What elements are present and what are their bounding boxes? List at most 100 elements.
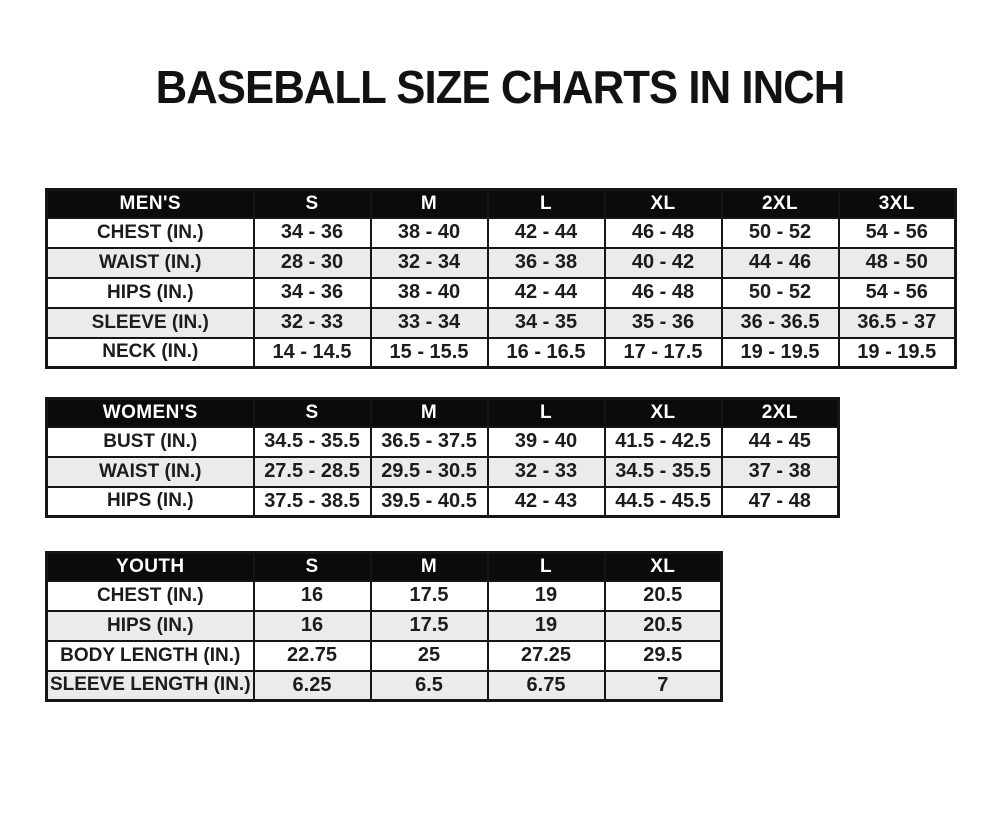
size-value-cell: 29.5 <box>603 639 723 672</box>
measurement-label-cell: SLEEVE LENGTH (IN.) <box>45 669 255 702</box>
size-value-cell: 14 - 14.5 <box>252 336 372 369</box>
size-value-cell: 19 <box>486 579 606 612</box>
size-value-cell: 48 - 50 <box>837 246 957 279</box>
size-value-cell: 34 - 35 <box>486 306 606 339</box>
size-value-cell: 54 - 56 <box>837 276 957 309</box>
size-value-cell: 39.5 - 40.5 <box>369 485 489 518</box>
size-column-header: S <box>252 397 372 428</box>
size-value-cell: 17.5 <box>369 579 489 612</box>
table-title-cell: YOUTH <box>45 551 255 582</box>
header-row: MEN'S S M L XL 2XL 3XL <box>45 188 957 219</box>
table-row: WAIST (IN.) 27.5 - 28.5 29.5 - 30.5 32 - 33… <box>45 455 840 488</box>
table-row: HIPS (IN.) 34 - 36 38 - 40 42 - 44 46 - 48 50… <box>45 276 957 309</box>
size-value-cell: 34.5 - 35.5 <box>252 425 372 458</box>
measurement-label-cell: BODY LENGTH (IN.) <box>45 639 255 672</box>
size-value-cell: 42 - 44 <box>486 276 606 309</box>
size-column-header: M <box>369 551 489 582</box>
size-value-cell: 50 - 52 <box>720 276 840 309</box>
size-value-cell: 46 - 48 <box>603 216 723 249</box>
header-row: WOMEN'S S M L XL 2XL <box>45 397 840 428</box>
womens-size-table: WOMEN'S S M L XL 2XL BUST (IN.) 34.5 - 35.5 36.5… <box>45 397 840 518</box>
page-title: BASEBALL SIZE CHARTS IN INCH <box>155 61 846 113</box>
measurement-label-cell: HIPS (IN.) <box>45 485 255 518</box>
size-value-cell: 44 - 45 <box>720 425 840 458</box>
size-value-cell: 38 - 40 <box>369 276 489 309</box>
size-column-header: L <box>486 188 606 219</box>
size-value-cell: 41.5 - 42.5 <box>603 425 723 458</box>
size-value-cell: 37.5 - 38.5 <box>252 485 372 518</box>
size-value-cell: 38 - 40 <box>369 216 489 249</box>
measurement-label-cell: BUST (IN.) <box>45 425 255 458</box>
size-value-cell: 32 - 33 <box>252 306 372 339</box>
measurement-label-cell: CHEST (IN.) <box>45 579 255 612</box>
size-column-header: S <box>252 188 372 219</box>
measurement-label-cell: WAIST (IN.) <box>45 246 255 279</box>
size-value-cell: 16 - 16.5 <box>486 336 606 369</box>
measurement-label-cell: WAIST (IN.) <box>45 455 255 488</box>
size-value-cell: 28 - 30 <box>252 246 372 279</box>
size-value-cell: 34.5 - 35.5 <box>603 455 723 488</box>
size-value-cell: 35 - 36 <box>603 306 723 339</box>
size-value-cell: 22.75 <box>252 639 372 672</box>
size-column-header: 2XL <box>720 188 840 219</box>
size-value-cell: 50 - 52 <box>720 216 840 249</box>
size-value-cell: 20.5 <box>603 579 723 612</box>
size-value-cell: 54 - 56 <box>837 216 957 249</box>
size-column-header: M <box>369 188 489 219</box>
table-row: SLEEVE LENGTH (IN.) 6.25 6.5 6.75 7 <box>45 669 723 702</box>
size-value-cell: 16 <box>252 609 372 642</box>
size-value-cell: 19 - 19.5 <box>837 336 957 369</box>
size-value-cell: 40 - 42 <box>603 246 723 279</box>
size-value-cell: 17.5 <box>369 609 489 642</box>
table-title-cell: MEN'S <box>45 188 255 219</box>
table-row: HIPS (IN.) 37.5 - 38.5 39.5 - 40.5 42 - 43 4… <box>45 485 840 518</box>
size-value-cell: 16 <box>252 579 372 612</box>
table-row: CHEST (IN.) 34 - 36 38 - 40 42 - 44 46 - 48 5… <box>45 216 957 249</box>
size-value-cell: 39 - 40 <box>486 425 606 458</box>
size-chart-page: BASEBALL SIZE CHARTS IN INCH MEN'S S M L XL 2… <box>0 62 1000 702</box>
size-value-cell: 37 - 38 <box>720 455 840 488</box>
measurement-label-cell: HIPS (IN.) <box>45 276 255 309</box>
size-column-header: 2XL <box>720 397 840 428</box>
size-column-header: XL <box>603 551 723 582</box>
size-value-cell: 42 - 44 <box>486 216 606 249</box>
size-column-header: L <box>486 551 606 582</box>
size-value-cell: 44 - 46 <box>720 246 840 279</box>
size-value-cell: 29.5 - 30.5 <box>369 455 489 488</box>
size-column-header: L <box>486 397 606 428</box>
table-row: CHEST (IN.) 16 17.5 19 20.5 <box>45 579 723 612</box>
size-value-cell: 44.5 - 45.5 <box>603 485 723 518</box>
size-tables-container: MEN'S S M L XL 2XL 3XL CHEST (IN.) 34 - 36 38 - 4… <box>45 188 1000 702</box>
table-row: BODY LENGTH (IN.) 22.75 25 27.25 29.5 <box>45 639 723 672</box>
measurement-label-cell: CHEST (IN.) <box>45 216 255 249</box>
size-value-cell: 42 - 43 <box>486 485 606 518</box>
table-title-cell: WOMEN'S <box>45 397 255 428</box>
size-column-header: XL <box>603 188 723 219</box>
size-value-cell: 36.5 - 37.5 <box>369 425 489 458</box>
size-column-header: XL <box>603 397 723 428</box>
size-value-cell: 6.25 <box>252 669 372 702</box>
measurement-label-cell: SLEEVE (IN.) <box>45 306 255 339</box>
measurement-label-cell: NECK (IN.) <box>45 336 255 369</box>
size-value-cell: 27.5 - 28.5 <box>252 455 372 488</box>
size-column-header: M <box>369 397 489 428</box>
size-value-cell: 6.5 <box>369 669 489 702</box>
size-column-header: 3XL <box>837 188 957 219</box>
size-value-cell: 25 <box>369 639 489 672</box>
size-value-cell: 36 - 36.5 <box>720 306 840 339</box>
size-value-cell: 47 - 48 <box>720 485 840 518</box>
size-value-cell: 7 <box>603 669 723 702</box>
youth-size-table: YOUTH S M L XL CHEST (IN.) 16 17.5 19 20.5 HIPS (I… <box>45 551 723 702</box>
size-value-cell: 36 - 38 <box>486 246 606 279</box>
size-value-cell: 33 - 34 <box>369 306 489 339</box>
size-value-cell: 32 - 33 <box>486 455 606 488</box>
measurement-label-cell: HIPS (IN.) <box>45 609 255 642</box>
size-value-cell: 34 - 36 <box>252 216 372 249</box>
table-row: SLEEVE (IN.) 32 - 33 33 - 34 34 - 35 35 - 36… <box>45 306 957 339</box>
table-row: BUST (IN.) 34.5 - 35.5 36.5 - 37.5 39 - 40 4… <box>45 425 840 458</box>
size-value-cell: 15 - 15.5 <box>369 336 489 369</box>
size-value-cell: 36.5 - 37 <box>837 306 957 339</box>
header-row: YOUTH S M L XL <box>45 551 723 582</box>
size-value-cell: 32 - 34 <box>369 246 489 279</box>
size-value-cell: 19 - 19.5 <box>720 336 840 369</box>
